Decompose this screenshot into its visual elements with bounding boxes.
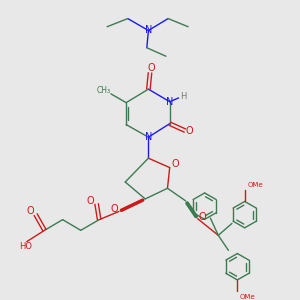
Text: O: O [111,204,118,214]
Text: O: O [172,159,179,170]
Text: HO: HO [19,242,32,250]
Text: N: N [145,26,152,35]
Text: O: O [186,126,193,136]
Text: OMe: OMe [247,182,263,188]
Text: H: H [180,92,186,101]
Text: O: O [86,196,94,206]
Text: O: O [199,212,206,221]
Text: O: O [27,206,34,217]
Text: N: N [166,97,173,107]
Text: N: N [145,132,152,142]
Text: O: O [148,63,155,73]
Text: CH₃: CH₃ [96,86,110,95]
Text: OMe: OMe [240,293,256,299]
